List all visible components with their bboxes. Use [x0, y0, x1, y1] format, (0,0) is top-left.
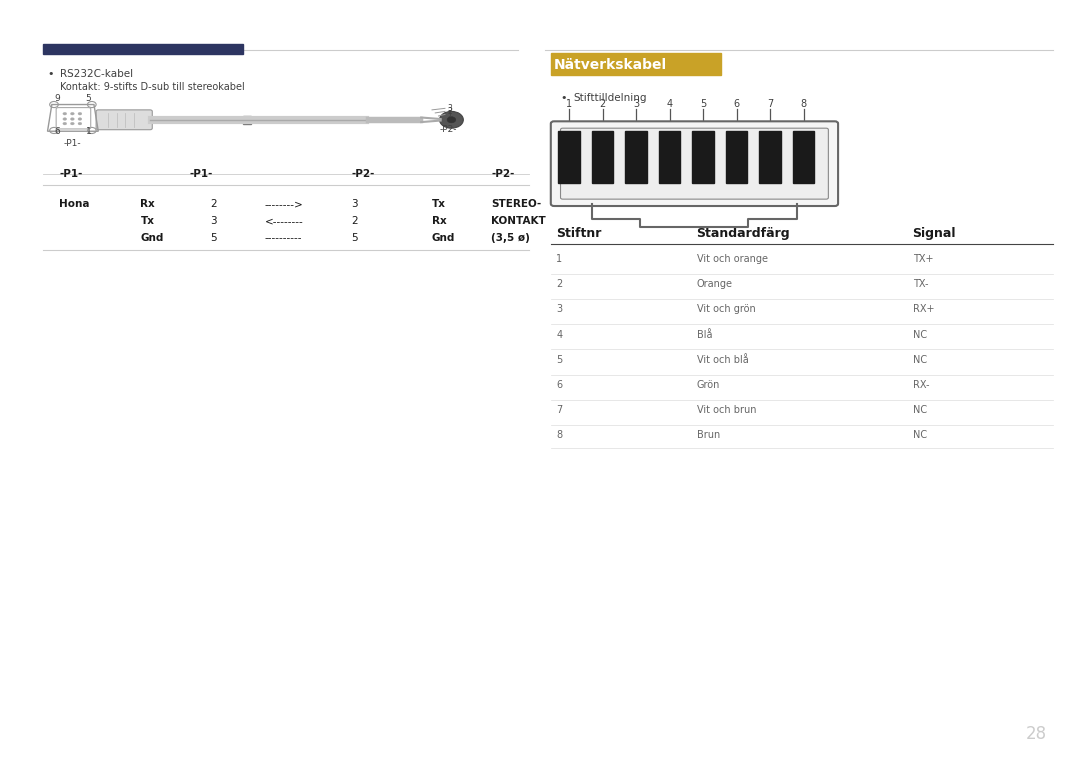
Text: 3: 3 [633, 99, 639, 109]
Text: Orange: Orange [697, 279, 732, 289]
Text: Vit och blå: Vit och blå [697, 355, 748, 365]
Text: -P2-: -P2- [440, 125, 457, 134]
Text: 4: 4 [556, 330, 563, 340]
Text: 8: 8 [800, 99, 807, 109]
Text: -P1-: -P1- [59, 169, 83, 179]
Text: 2: 2 [556, 279, 563, 289]
Text: 6: 6 [733, 99, 740, 109]
Circle shape [63, 118, 67, 121]
Circle shape [78, 118, 82, 121]
Text: •: • [561, 93, 567, 103]
Text: 2: 2 [351, 216, 357, 227]
Text: 8: 8 [556, 430, 563, 440]
Bar [793, 131, 814, 183]
Text: Stifttilldelning: Stifttilldelning [573, 93, 647, 103]
Text: -------->: --------> [265, 199, 303, 210]
Text: NC: NC [913, 355, 927, 365]
FancyBboxPatch shape [551, 121, 838, 206]
Text: -P2-: -P2- [491, 169, 515, 179]
Text: 9: 9 [54, 94, 60, 103]
Text: 2: 2 [447, 107, 451, 116]
Text: •: • [48, 69, 54, 79]
Circle shape [63, 122, 67, 125]
Circle shape [78, 112, 82, 115]
Text: Signal: Signal [913, 227, 956, 240]
Text: 4: 4 [666, 99, 673, 109]
Text: Rx: Rx [432, 216, 447, 227]
Circle shape [63, 112, 67, 115]
Text: Blå: Blå [697, 330, 712, 340]
Text: 3: 3 [211, 216, 217, 227]
Text: TX-: TX- [913, 279, 928, 289]
Text: -P2-: -P2- [351, 169, 375, 179]
Text: RX+: RX+ [913, 304, 934, 314]
Bar [726, 131, 747, 183]
Text: Hona: Hona [59, 199, 90, 210]
Bar [43, 44, 243, 54]
Text: STEREO-: STEREO- [491, 199, 542, 210]
Text: Stiftnr: Stiftnr [556, 227, 602, 240]
Text: <--------: <-------- [265, 216, 303, 227]
Text: 1: 1 [556, 254, 563, 264]
Text: 3: 3 [447, 104, 453, 113]
Text: 7: 7 [767, 99, 773, 109]
FancyBboxPatch shape [96, 110, 152, 130]
Bar [692, 131, 714, 183]
Text: Gnd: Gnd [140, 233, 164, 243]
Bar [592, 131, 613, 183]
Text: 1: 1 [85, 127, 92, 136]
Circle shape [447, 117, 456, 123]
Bar [551, 53, 721, 75]
Text: 1: 1 [447, 110, 451, 119]
Circle shape [70, 112, 75, 115]
Text: 6: 6 [54, 127, 60, 136]
Bar [243, 116, 251, 124]
Text: 2: 2 [211, 199, 217, 210]
Text: Kontakt: 9-stifts D-sub till stereokabel: Kontakt: 9-stifts D-sub till stereokabel [60, 82, 245, 92]
Text: 5: 5 [700, 99, 706, 109]
Text: 28: 28 [1026, 725, 1048, 743]
Text: RS232C-kabel: RS232C-kabel [60, 69, 134, 79]
Bar [558, 131, 580, 183]
Text: KONTAKT: KONTAKT [491, 216, 546, 227]
Text: 5: 5 [351, 233, 357, 243]
Bar [625, 131, 647, 183]
Text: NC: NC [913, 330, 927, 340]
Text: Vit och orange: Vit och orange [697, 254, 768, 264]
Text: Gnd: Gnd [432, 233, 456, 243]
Circle shape [70, 118, 75, 121]
Text: -P1-: -P1- [189, 169, 213, 179]
Text: 3: 3 [556, 304, 563, 314]
Text: RX-: RX- [913, 380, 929, 390]
Text: Tx: Tx [140, 216, 154, 227]
Text: TX+: TX+ [913, 254, 933, 264]
Bar [759, 131, 781, 183]
Text: ----------: ---------- [265, 233, 302, 243]
Bar [659, 131, 680, 183]
Text: Tx: Tx [432, 199, 446, 210]
Circle shape [78, 122, 82, 125]
Text: 5: 5 [85, 94, 92, 103]
Text: Brun: Brun [697, 430, 720, 440]
Text: NC: NC [913, 430, 927, 440]
Circle shape [440, 111, 463, 128]
Text: 7: 7 [556, 405, 563, 415]
Text: Nätverkskabel: Nätverkskabel [554, 58, 667, 72]
FancyBboxPatch shape [561, 128, 828, 199]
Text: Standardfärg: Standardfärg [697, 227, 791, 240]
Text: 5: 5 [556, 355, 563, 365]
Circle shape [70, 122, 75, 125]
Text: Vit och grön: Vit och grön [697, 304, 755, 314]
Text: 5: 5 [211, 233, 217, 243]
Text: 2: 2 [599, 99, 606, 109]
Text: 1: 1 [566, 99, 572, 109]
Text: Rx: Rx [140, 199, 156, 210]
Text: NC: NC [913, 405, 927, 415]
Text: 6: 6 [556, 380, 563, 390]
Text: (3,5 ø): (3,5 ø) [491, 233, 530, 243]
Text: Grön: Grön [697, 380, 720, 390]
Text: Vit och brun: Vit och brun [697, 405, 756, 415]
Text: -P1-: -P1- [64, 140, 81, 149]
Text: 3: 3 [351, 199, 357, 210]
